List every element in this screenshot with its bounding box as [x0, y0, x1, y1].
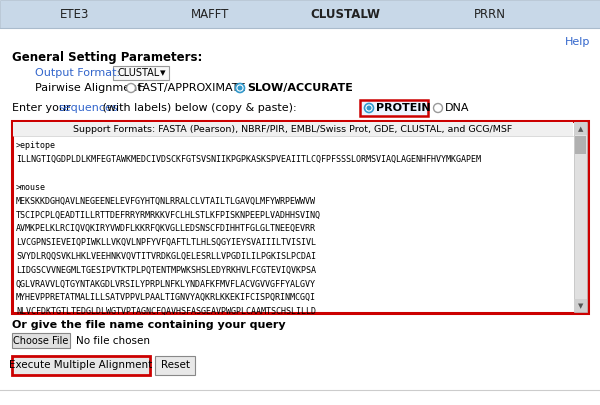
Circle shape	[367, 105, 371, 111]
Text: CLUSTALW: CLUSTALW	[310, 8, 380, 21]
Text: General Setting Parameters:: General Setting Parameters:	[12, 51, 202, 64]
Text: SVYDLRQQSVKLHKLVEEHNKVQVTITVRDKGLQELESRLLVPGDILILPGKISLPCDAI: SVYDLRQQSVKLHKLVEEHNKVQVTITVRDKGLQELESRL…	[16, 252, 316, 261]
FancyBboxPatch shape	[575, 136, 586, 154]
Text: LIDGSCVVNEGMLTGESIPVTKTPLPQTENTMPWKSHSLEDYRKHVLFCGTEVIQVKPSA: LIDGSCVVNEGMLTGESIPVTKTPLPQTENTMPWKSHSLE…	[16, 266, 316, 275]
Text: Execute Multiple Alignment: Execute Multiple Alignment	[10, 360, 152, 371]
Circle shape	[238, 85, 242, 90]
Text: No file chosen: No file chosen	[76, 335, 150, 345]
Text: Help: Help	[565, 37, 590, 47]
Text: Pairwise Alignment:: Pairwise Alignment:	[35, 83, 145, 93]
Circle shape	[365, 104, 373, 113]
Text: >mouse: >mouse	[16, 183, 46, 192]
Text: FAST/APPROXIMATE: FAST/APPROXIMATE	[138, 83, 247, 93]
Text: AVMKPELKLRCIQVQKIRYVWDFLKKRFQKVGLLEDSNSCFDIHHTFGLGLTNEEQEVRR: AVMKPELKLRCIQVQKIRYVWDFLKKRFQKVGLLEDSNSC…	[16, 224, 316, 233]
FancyBboxPatch shape	[113, 66, 169, 80]
Text: Choose File: Choose File	[13, 335, 68, 345]
Text: ▼: ▼	[578, 303, 583, 309]
Text: MAFFT: MAFFT	[191, 8, 229, 21]
Text: SLOW/ACCURATE: SLOW/ACCURATE	[247, 83, 353, 93]
Text: CLUSTAL: CLUSTAL	[117, 68, 159, 78]
Text: Or give the file name containing your query: Or give the file name containing your qu…	[12, 320, 286, 330]
Circle shape	[235, 83, 245, 92]
Text: sequences: sequences	[58, 103, 118, 113]
Text: TSCIPCPLQEADTILLRTTDEFRRYRMRKKVFCLHLSTLKFPISKNPEEPLVADHHSVINQ: TSCIPCPLQEADTILLRTTDEFRRYRMRKKVFCLHLSTLK…	[16, 211, 321, 220]
Text: DNA: DNA	[445, 103, 470, 113]
Text: Reset: Reset	[161, 360, 190, 371]
FancyBboxPatch shape	[12, 356, 150, 375]
Text: QGLVRAVVLQTGYNTAKGDLVRSILYPRPLNFKLYNDAFKFMVFLACVGVVGFFYALGVY: QGLVRAVVLQTGYNTAKGDLVRSILYPRPLNFKLYNDAFK…	[16, 279, 316, 288]
FancyBboxPatch shape	[574, 122, 587, 135]
Text: >epitope: >epitope	[16, 141, 56, 151]
FancyBboxPatch shape	[12, 121, 588, 313]
Text: (with labels) below (copy & paste):: (with labels) below (copy & paste):	[99, 103, 296, 113]
Text: ILLNGTIQGDPLDLKMFEGTAWKMEDCIVDSCKFGTSVSNIIKPGPKASKSPVEAIITLCQFPFSSSLORMSVIAQLAGE: ILLNGTIQGDPLDLKMFEGTAWKMEDCIVDSCKFGTSVSN…	[16, 155, 481, 164]
Text: ▾: ▾	[160, 68, 166, 78]
Text: Support Formats: FASTA (Pearson), NBRF/PIR, EMBL/Swiss Prot, GDE, CLUSTAL, and G: Support Formats: FASTA (Pearson), NBRF/P…	[73, 124, 512, 134]
Circle shape	[127, 83, 136, 92]
Text: Enter your: Enter your	[12, 103, 74, 113]
Text: LVCGPNSIEVEIQPIWKLLVKQVLNPFYVFQAFTLTLHLSQGYIEYSVAIIILTVISIVL: LVCGPNSIEVEIQPIWKLLVKQVLNPFYVFQAFTLTLHLS…	[16, 238, 316, 247]
Text: ETE3: ETE3	[61, 8, 89, 21]
FancyBboxPatch shape	[12, 333, 70, 348]
FancyBboxPatch shape	[574, 299, 587, 312]
Text: MYHEVPPRETATMALILLSATVPPVLPAALTIGNVYAQKRLKKEKIFCISPQRINMCGQI: MYHEVPPRETATMALILLSATVPPVLPAALTIGNVYAQKR…	[16, 293, 316, 302]
Text: PRRN: PRRN	[474, 8, 506, 21]
Text: Output Format:: Output Format:	[35, 68, 120, 78]
FancyBboxPatch shape	[155, 356, 195, 375]
FancyBboxPatch shape	[13, 122, 573, 136]
FancyBboxPatch shape	[574, 122, 587, 312]
Text: ▲: ▲	[578, 126, 583, 132]
Circle shape	[433, 104, 443, 113]
FancyBboxPatch shape	[0, 0, 600, 28]
Text: NLVCFDKTGTLTEDGLDLWGTVPTAGNCFQAVHSFASGEAVPWGPLCAAMTSCHSLILLD: NLVCFDKTGTLTEDGLDLWGTVPTAGNCFQAVHSFASGEA…	[16, 307, 316, 316]
Text: MEKSKKDGHQAVLNEGEENELEVFGYHTQNLRRALCLVTAILTLGAVQLMFYWRPEWWVW: MEKSKKDGHQAVLNEGEENELEVFGYHTQNLRRALCLVTA…	[16, 197, 316, 206]
FancyBboxPatch shape	[360, 100, 428, 116]
Text: PROTEIN: PROTEIN	[376, 103, 431, 113]
